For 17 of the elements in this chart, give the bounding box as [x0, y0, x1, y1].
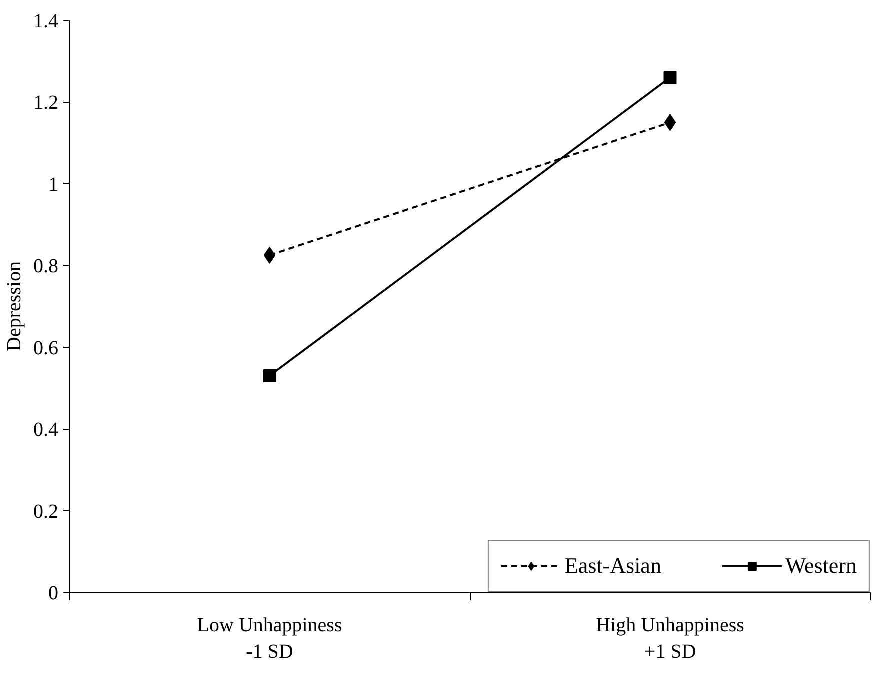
- y-tick-label: 1.4: [34, 10, 58, 32]
- legend-label: Western: [785, 553, 857, 579]
- point: [264, 246, 276, 264]
- y-tick-label: 1.2: [34, 92, 58, 114]
- y-tick-label: 0.4: [34, 419, 58, 442]
- y-axis-title: Depression: [4, 262, 26, 352]
- y-tick-label: 0: [48, 582, 58, 604]
- point: [263, 369, 276, 382]
- y-tick-label: 0.6: [34, 337, 58, 360]
- y-tick-label: 0.2: [34, 500, 58, 523]
- x-tick-label: High Unhappiness +1 SD: [596, 614, 745, 663]
- point: [664, 71, 677, 84]
- y-tick-label: 0.8: [34, 256, 58, 278]
- x-tick-label: Low Unhappiness -1 SD: [197, 614, 342, 663]
- legend-label: East-Asian: [564, 553, 662, 579]
- point: [664, 114, 676, 132]
- y-tick-label: 1: [48, 174, 58, 196]
